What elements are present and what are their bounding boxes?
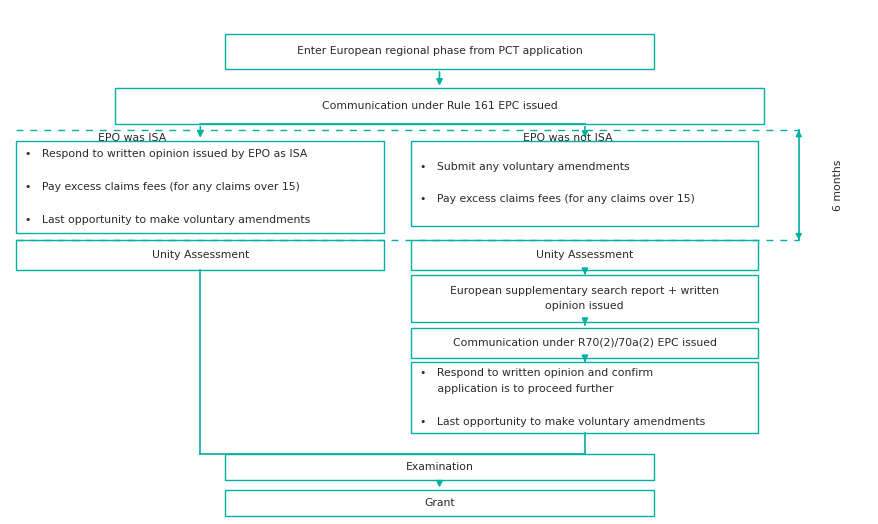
FancyBboxPatch shape [225,454,653,480]
Text: EPO was ISA: EPO was ISA [97,133,166,143]
FancyBboxPatch shape [225,490,653,516]
Text: Examination: Examination [405,462,473,472]
Text: European supplementary search report + written
opinion issued: European supplementary search report + w… [450,286,718,311]
Text: 6 months: 6 months [832,159,842,211]
FancyBboxPatch shape [411,275,757,322]
FancyBboxPatch shape [411,328,757,358]
FancyBboxPatch shape [225,34,653,69]
FancyBboxPatch shape [411,240,757,270]
FancyBboxPatch shape [17,240,384,270]
Text: Communication under Rule 161 EPC issued: Communication under Rule 161 EPC issued [321,101,557,111]
FancyBboxPatch shape [115,89,763,124]
FancyBboxPatch shape [411,140,757,225]
FancyBboxPatch shape [17,140,384,233]
Text: •   Respond to written opinion and confirm
     application is to proceed furthe: • Respond to written opinion and confirm… [420,368,705,427]
Text: Enter European regional phase from PCT application: Enter European regional phase from PCT a… [296,47,582,57]
Text: •   Respond to written opinion issued by EPO as ISA

•   Pay excess claims fees : • Respond to written opinion issued by E… [25,149,310,225]
Text: Unity Assessment: Unity Assessment [152,250,248,260]
Text: EPO was not ISA: EPO was not ISA [522,133,612,143]
Text: Unity Assessment: Unity Assessment [536,250,632,260]
Text: Grant: Grant [424,498,454,508]
Text: •   Submit any voluntary amendments

•   Pay excess claims fees (for any claims : • Submit any voluntary amendments • Pay … [420,161,694,204]
FancyBboxPatch shape [411,362,757,433]
Text: Communication under R70(2)/70a(2) EPC issued: Communication under R70(2)/70a(2) EPC is… [452,338,716,348]
